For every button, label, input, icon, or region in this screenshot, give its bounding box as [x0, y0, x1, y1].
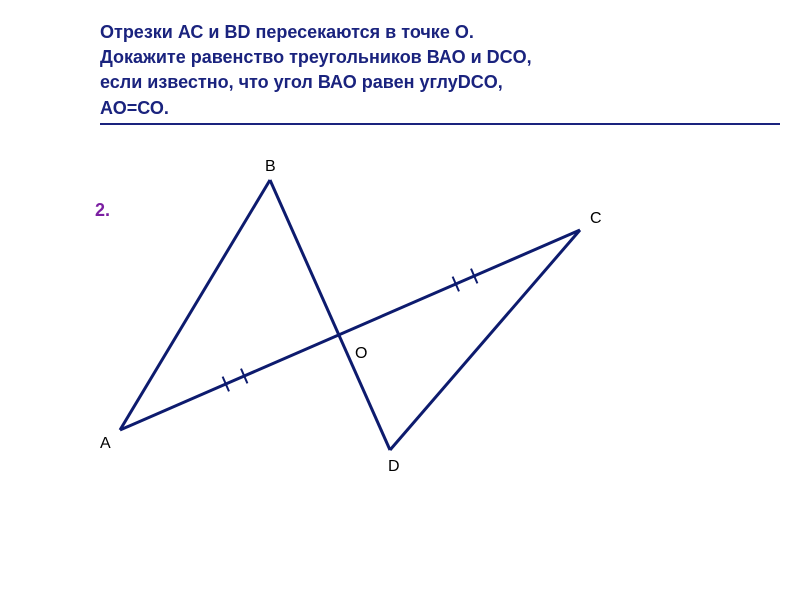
title-line-3: если известно, что угол ВАО равен углуDC…: [100, 70, 780, 95]
vertex-label-b: B: [265, 158, 276, 176]
problem-title: Отрезки АС и ВD пересекаются в точке О. …: [100, 20, 780, 125]
title-line-4: АО=СО.: [100, 96, 780, 125]
title-line-1: Отрезки АС и ВD пересекаются в точке О.: [100, 20, 780, 45]
geometry-diagram: A B C D O: [80, 150, 720, 500]
vertex-label-d: D: [388, 458, 400, 476]
diagram-svg: [80, 150, 720, 500]
title-line-2: Докажите равенство треугольников ВАО и D…: [100, 45, 780, 70]
vertex-label-o: O: [355, 345, 367, 363]
vertex-label-c: C: [590, 210, 602, 228]
vertex-label-a: A: [100, 435, 111, 453]
